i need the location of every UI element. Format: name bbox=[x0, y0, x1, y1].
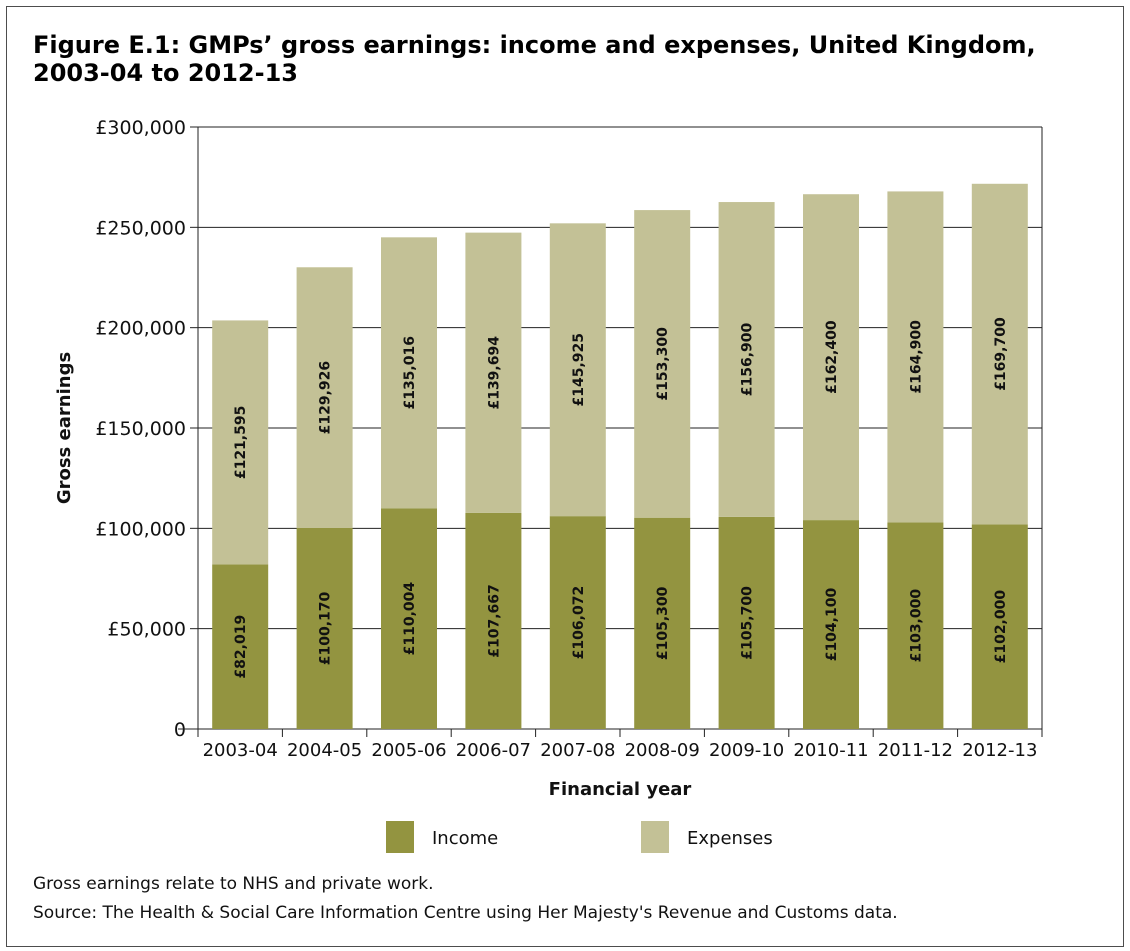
chart-title: Figure E.1: GMPs’ gross earnings: income… bbox=[33, 31, 1036, 87]
y-tick-label-1: £50,000 bbox=[107, 619, 186, 641]
data-label-income-2005-06: £110,004 bbox=[402, 582, 418, 656]
y-tick-label-3: £150,000 bbox=[95, 418, 186, 440]
data-label-income-2009-10: £105,700 bbox=[740, 586, 756, 660]
bar-income-2007-08 bbox=[549, 516, 606, 729]
bar-income-2003-04 bbox=[212, 564, 269, 729]
bar-expenses-2010-11 bbox=[803, 194, 859, 521]
x-tick-label-2004-05: 2004-05 bbox=[287, 740, 362, 761]
x-tick-label-2009-10: 2009-10 bbox=[709, 740, 784, 761]
data-label-income-2003-04: £82,019 bbox=[233, 615, 249, 679]
y-tick-label-2: £100,000 bbox=[95, 518, 186, 540]
x-tick-label-2008-09: 2008-09 bbox=[625, 740, 700, 761]
data-label-income-2008-09: £105,300 bbox=[655, 586, 671, 660]
x-tick-label-2006-07: 2006-07 bbox=[456, 740, 531, 761]
x-tick-label-2012-13: 2012-13 bbox=[962, 740, 1037, 761]
y-tick-label-6: £300,000 bbox=[95, 117, 186, 139]
data-label-income-2011-12: £103,000 bbox=[908, 589, 924, 663]
bar-expenses-2012-13 bbox=[971, 183, 1028, 525]
bar-income-2009-10 bbox=[718, 516, 775, 729]
data-label-income-2012-13: £102,000 bbox=[993, 590, 1009, 664]
bar-income-2005-06 bbox=[381, 508, 437, 729]
note-gross-earnings: Gross earnings relate to NHS and private… bbox=[33, 874, 434, 894]
data-label-income-2004-05: £100,170 bbox=[318, 591, 334, 665]
legend-label-expenses: Expenses bbox=[687, 828, 773, 849]
bar-expenses-2005-06 bbox=[381, 237, 437, 509]
x-axis-label: Financial year bbox=[549, 779, 692, 800]
x-tick-label-2011-12: 2011-12 bbox=[878, 740, 953, 761]
bar-expenses-2006-07 bbox=[465, 232, 522, 513]
data-label-expenses-2007-08: £145,925 bbox=[571, 333, 587, 407]
bar-expenses-2004-05 bbox=[296, 267, 353, 528]
x-tick-label-2003-04: 2003-04 bbox=[203, 740, 278, 761]
x-tick-label-2010-11: 2010-11 bbox=[793, 740, 868, 761]
data-label-income-2006-07: £107,667 bbox=[486, 584, 502, 658]
bar-expenses-2011-12 bbox=[887, 191, 944, 523]
bar-expenses-2009-10 bbox=[718, 202, 775, 517]
data-label-expenses-2009-10: £156,900 bbox=[740, 322, 756, 396]
bar-income-2012-13 bbox=[971, 524, 1028, 729]
data-label-expenses-2008-09: £153,300 bbox=[655, 327, 671, 401]
legend-label-income: Income bbox=[432, 828, 498, 849]
data-label-expenses-2005-06: £135,016 bbox=[402, 336, 418, 410]
y-axis-label: Gross earnings bbox=[54, 352, 75, 504]
data-label-expenses-2004-05: £129,926 bbox=[318, 361, 334, 435]
legend-swatch-income bbox=[386, 821, 414, 853]
bar-expenses-2003-04 bbox=[212, 320, 269, 565]
data-label-income-2010-11: £104,100 bbox=[824, 588, 840, 662]
bar-income-2004-05 bbox=[296, 527, 353, 729]
y-tick-label-4: £200,000 bbox=[95, 318, 186, 340]
y-tick-label-0: 0 bbox=[174, 719, 186, 741]
bar-income-2011-12 bbox=[887, 522, 944, 729]
data-label-income-2007-08: £106,072 bbox=[571, 586, 587, 660]
bar-expenses-2007-08 bbox=[549, 223, 606, 517]
x-tick-label-2005-06: 2005-06 bbox=[371, 740, 446, 761]
bar-income-2008-09 bbox=[634, 517, 691, 729]
x-tick-label-2007-08: 2007-08 bbox=[540, 740, 615, 761]
legend-swatch-expenses bbox=[641, 821, 669, 853]
data-label-expenses-2010-11: £162,400 bbox=[824, 320, 840, 394]
data-label-expenses-2003-04: £121,595 bbox=[233, 406, 249, 480]
bar-income-2010-11 bbox=[803, 520, 859, 729]
data-label-expenses-2012-13: £169,700 bbox=[993, 317, 1009, 391]
bar-expenses-2008-09 bbox=[634, 210, 691, 518]
bar-income-2006-07 bbox=[465, 512, 522, 729]
note-source: Source: The Health & Social Care Informa… bbox=[33, 903, 898, 923]
y-tick-label-5: £250,000 bbox=[95, 217, 186, 239]
data-label-expenses-2006-07: £139,694 bbox=[486, 336, 502, 410]
data-label-expenses-2011-12: £164,900 bbox=[908, 320, 924, 394]
